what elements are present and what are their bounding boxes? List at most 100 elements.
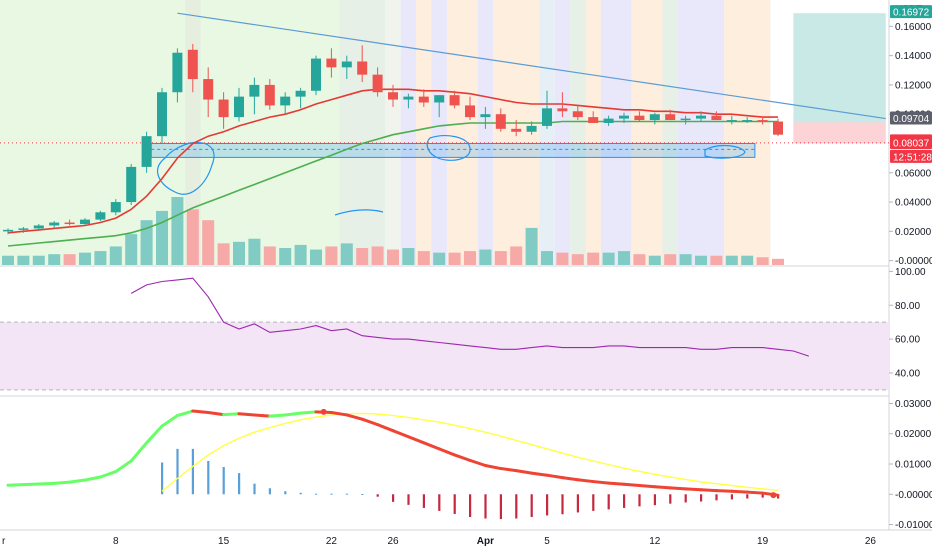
macd-line-segment xyxy=(21,482,41,487)
volume-bar xyxy=(17,255,30,265)
candle-body xyxy=(388,92,398,100)
volume-bar xyxy=(125,234,138,265)
hand-circle xyxy=(157,141,215,195)
y-tick-label: -0.00000 xyxy=(895,256,932,267)
price-badge xyxy=(890,135,932,149)
macd-histogram-bar xyxy=(161,462,164,495)
volume-bar xyxy=(618,251,630,265)
volume-bar xyxy=(402,248,415,265)
macd-line-segment xyxy=(622,482,641,487)
volume-bar xyxy=(202,220,215,265)
x-tick-label: 26 xyxy=(865,536,877,547)
macd-line-segment xyxy=(329,411,349,417)
macd-line-segment xyxy=(191,409,210,415)
session-band xyxy=(385,0,401,265)
volume-bar xyxy=(156,210,168,265)
x-tick-label: 22 xyxy=(326,536,338,547)
volume-bar xyxy=(448,252,461,265)
volume-bar xyxy=(263,246,276,265)
y-tick-label: 0.02000 xyxy=(895,429,932,440)
y-tick-label: 0.02000 xyxy=(895,227,932,238)
candle-body xyxy=(418,96,429,103)
volume-bar xyxy=(140,220,153,265)
macd-histogram-bar xyxy=(222,467,225,495)
price-badge-label: 0.09704 xyxy=(893,114,930,125)
macd-histogram-bar xyxy=(684,494,687,503)
macd-histogram-bar xyxy=(669,494,672,504)
volume-bar xyxy=(48,254,61,265)
macd-histogram-bar xyxy=(546,494,549,516)
macd-line-segment xyxy=(129,441,149,463)
x-tick-label: 12 xyxy=(649,536,661,547)
candle-body xyxy=(773,121,783,135)
macd-line-segment xyxy=(98,470,118,479)
candle-body xyxy=(726,120,737,122)
y-tick-label: 0.14000 xyxy=(895,51,932,62)
macd-cross-marker xyxy=(320,408,327,415)
macd-line-segment xyxy=(299,410,318,415)
candle-body xyxy=(280,96,291,106)
macd-line-segment xyxy=(37,481,56,486)
session-band xyxy=(600,0,632,265)
volume-bar xyxy=(371,246,384,265)
macd-line-segment xyxy=(730,489,749,494)
session-band xyxy=(585,0,601,265)
volume-bar xyxy=(648,255,661,265)
macd-line-segment xyxy=(530,471,549,477)
candle-body xyxy=(603,118,614,123)
macd-line-segment xyxy=(499,467,518,473)
macd-histogram-bar xyxy=(284,491,287,495)
session-band xyxy=(431,0,447,265)
volume-bar xyxy=(479,249,492,265)
macd-histogram-bar xyxy=(653,494,656,506)
macd-line-segment xyxy=(252,413,272,418)
session-band xyxy=(539,0,555,265)
macd-histogram-bar xyxy=(207,460,210,495)
volume-bar xyxy=(679,254,692,265)
candle-body xyxy=(3,229,13,232)
macd-line-segment xyxy=(453,453,472,462)
macd-histogram-bar xyxy=(746,494,749,499)
macd-cross-marker xyxy=(770,492,777,499)
volume-bar xyxy=(772,258,784,265)
candle-body xyxy=(619,115,629,119)
macd-histogram-bar xyxy=(361,493,364,495)
session-band xyxy=(677,0,725,265)
macd-histogram-bar xyxy=(484,494,487,519)
macd-histogram-bar xyxy=(376,494,379,497)
y-tick-label: 0.16000 xyxy=(895,22,932,33)
macd-line-segment xyxy=(637,483,657,489)
volume-bar xyxy=(695,255,707,265)
macd-line-segment xyxy=(52,480,72,485)
candle-body xyxy=(634,115,645,121)
candle-body xyxy=(203,79,214,100)
macd-histogram-bar xyxy=(268,488,271,495)
volume-bar xyxy=(94,251,107,265)
y-tick-label: 0.01000 xyxy=(895,460,932,471)
y-tick-label: 0.12000 xyxy=(895,80,932,91)
macd-histogram-bar xyxy=(623,494,626,508)
volume-bar xyxy=(248,238,261,265)
macd-line-segment xyxy=(391,429,410,439)
session-band xyxy=(339,0,386,265)
volume-bar xyxy=(433,252,446,265)
macd-histogram-bar xyxy=(561,494,564,515)
candle-body xyxy=(126,166,137,203)
macd-line-segment xyxy=(653,485,672,490)
macd-line-segment xyxy=(160,414,179,428)
macd-line-segment xyxy=(83,475,102,482)
candle-body xyxy=(465,105,475,118)
candle-body xyxy=(542,108,552,126)
macd-histogram-bar xyxy=(176,448,179,495)
macd-histogram-bar xyxy=(499,494,502,520)
candle-body xyxy=(326,58,337,68)
rsi-band xyxy=(0,322,889,390)
signal-line xyxy=(161,412,779,492)
session-band xyxy=(416,0,432,265)
y-tick-label: 60.00 xyxy=(895,335,920,346)
macd-histogram-bar xyxy=(315,493,318,495)
volume-bar xyxy=(387,249,399,265)
price-badge xyxy=(890,111,932,125)
